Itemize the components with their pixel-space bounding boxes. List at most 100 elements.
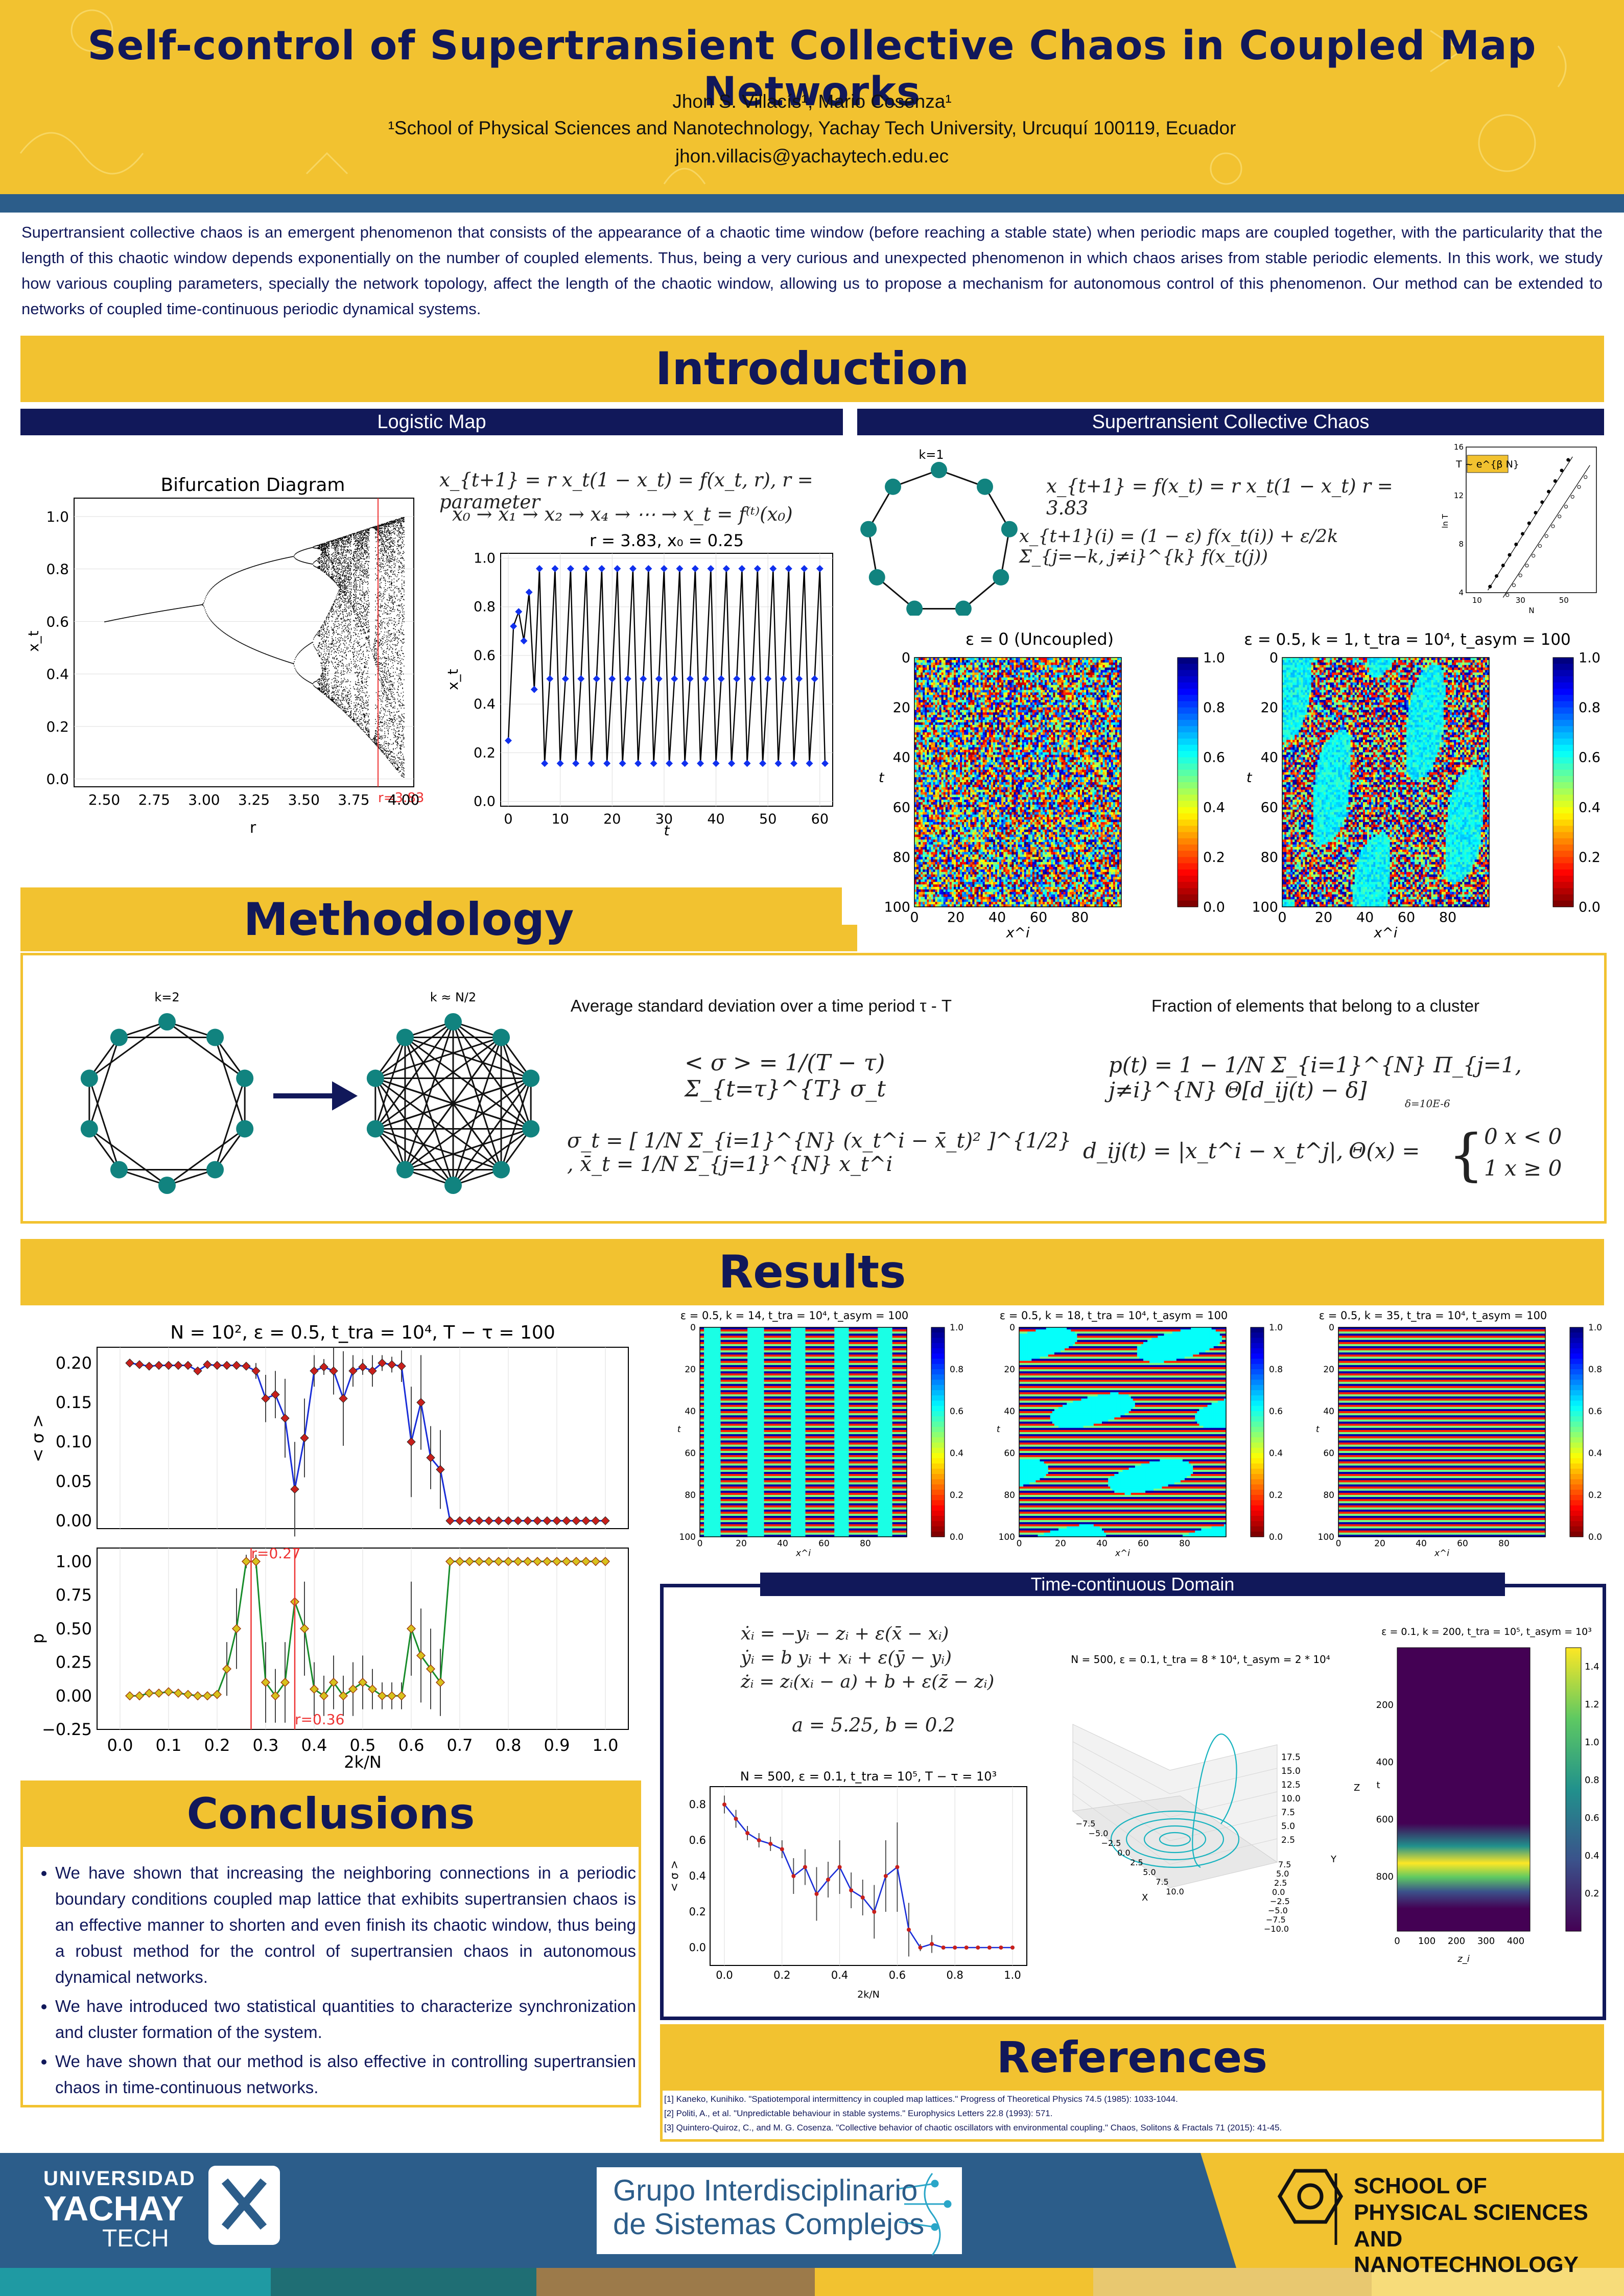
bifurcation-point — [368, 626, 370, 627]
bifurcation-point — [368, 731, 370, 732]
bifurcation-point — [319, 642, 321, 643]
bifurcation-point — [336, 646, 337, 647]
bifurcation-point — [347, 536, 348, 537]
bifurcation-point — [362, 613, 363, 614]
bifurcation-point — [347, 590, 348, 591]
bifurcation-point — [384, 684, 385, 685]
bifurcation-point — [386, 715, 388, 716]
bifurcation-point — [350, 710, 352, 711]
bifurcation-point — [346, 681, 348, 683]
bifurcation-point — [334, 568, 335, 570]
bifurcation-point — [339, 537, 341, 539]
bifurcation-point — [338, 573, 339, 574]
bifurcation-point — [382, 653, 383, 654]
bifurcation-point — [365, 620, 366, 621]
bifurcation-point — [366, 688, 367, 689]
bifurcation-point — [242, 570, 244, 571]
bifurcation-point — [358, 633, 359, 635]
bifurcation-point — [335, 563, 336, 564]
bifurcation-point — [326, 683, 328, 684]
bifurcation-point — [379, 580, 381, 581]
bifurcation-point — [334, 545, 336, 546]
bifurcation-point — [340, 651, 341, 653]
bifurcation-point — [366, 617, 368, 619]
bifurcation-point — [344, 566, 345, 568]
bifurcation-point — [365, 722, 366, 723]
bifurcation-point — [355, 625, 356, 626]
bifurcation-point — [341, 695, 342, 696]
email[interactable]: jhon.villacis@yachaytech.edu.ec — [0, 146, 1624, 167]
bifurcation-point — [359, 608, 361, 610]
bifurcation-point — [315, 560, 316, 561]
bifurcation-point — [328, 574, 329, 575]
bifurcation-point — [145, 613, 146, 615]
bifurcation-point — [375, 657, 377, 658]
bifurcation-point — [340, 591, 341, 592]
bifurcation-point — [350, 578, 352, 579]
bifurcation-point — [381, 690, 382, 692]
bifurcation-point — [326, 569, 328, 570]
bifurcation-point — [342, 540, 343, 541]
bifurcation-point — [356, 581, 357, 583]
bifurcation-point — [353, 632, 354, 633]
bifurcation-point — [336, 550, 338, 551]
bifurcation-point — [322, 556, 323, 557]
bifurcation-point — [339, 583, 340, 585]
bifurcation-point — [332, 692, 333, 693]
bifurcation-point — [339, 627, 340, 628]
bifurcation-point — [359, 587, 361, 589]
bifurcation-point — [357, 547, 358, 549]
bifurcation-point — [341, 581, 343, 582]
bifurcation-point — [381, 558, 383, 559]
bifurcation-point — [170, 609, 172, 610]
bifurcation-point — [326, 665, 327, 666]
bifurcation-point — [341, 538, 342, 540]
bifurcation-point — [274, 657, 276, 658]
bifurcation-point — [336, 705, 338, 706]
bifurcation-point — [334, 659, 335, 660]
bifurcation-point — [355, 579, 356, 580]
bifurcation-point — [359, 532, 361, 534]
bifurcation-point — [333, 604, 334, 605]
bifurcation-point — [379, 737, 380, 738]
bifurcation-point — [324, 624, 325, 625]
bifurcation-point — [346, 566, 347, 567]
bifurcation-point — [345, 588, 346, 589]
bifurcation-point — [341, 540, 343, 541]
bifurcation-point — [343, 588, 345, 589]
bifurcation-point — [380, 744, 381, 746]
bifurcation-point — [342, 614, 343, 615]
bifurcation-point — [357, 612, 359, 613]
bifurcation-point — [350, 597, 351, 598]
bifurcation-point — [343, 689, 344, 690]
bifurcation-point — [382, 533, 383, 534]
bifurcation-point — [382, 636, 383, 638]
bifurcation-point — [283, 660, 284, 661]
bifurcation-point — [329, 698, 331, 700]
bifurcation-point — [384, 535, 385, 537]
bifurcation-point — [184, 606, 186, 608]
bifurcation-point — [314, 682, 315, 683]
bifurcation-point — [357, 543, 358, 544]
bifurcation-point — [381, 737, 382, 739]
bifurcation-point — [326, 560, 328, 561]
bifurcation-point — [254, 649, 256, 650]
bifurcation-point — [328, 678, 329, 680]
bifurcation-point — [350, 667, 352, 669]
bifurcation-point — [332, 606, 333, 607]
bifurcation-point — [357, 641, 359, 642]
bifurcation-point — [387, 636, 388, 637]
bifurcation-point — [355, 566, 356, 567]
bifurcation-point — [328, 643, 330, 645]
bifurcation-point — [328, 678, 330, 680]
bifurcation-point — [334, 601, 336, 602]
bifurcation-point — [323, 668, 324, 669]
bifurcation-point — [352, 718, 354, 720]
bifurcation-point — [358, 685, 359, 686]
bifurcation-point — [368, 732, 370, 733]
bifurcation-point — [334, 560, 336, 561]
bifurcation-point — [343, 550, 344, 551]
bifurcation-point — [361, 549, 362, 551]
bifurcation-point — [356, 634, 357, 635]
bifurcation-point — [332, 563, 334, 564]
